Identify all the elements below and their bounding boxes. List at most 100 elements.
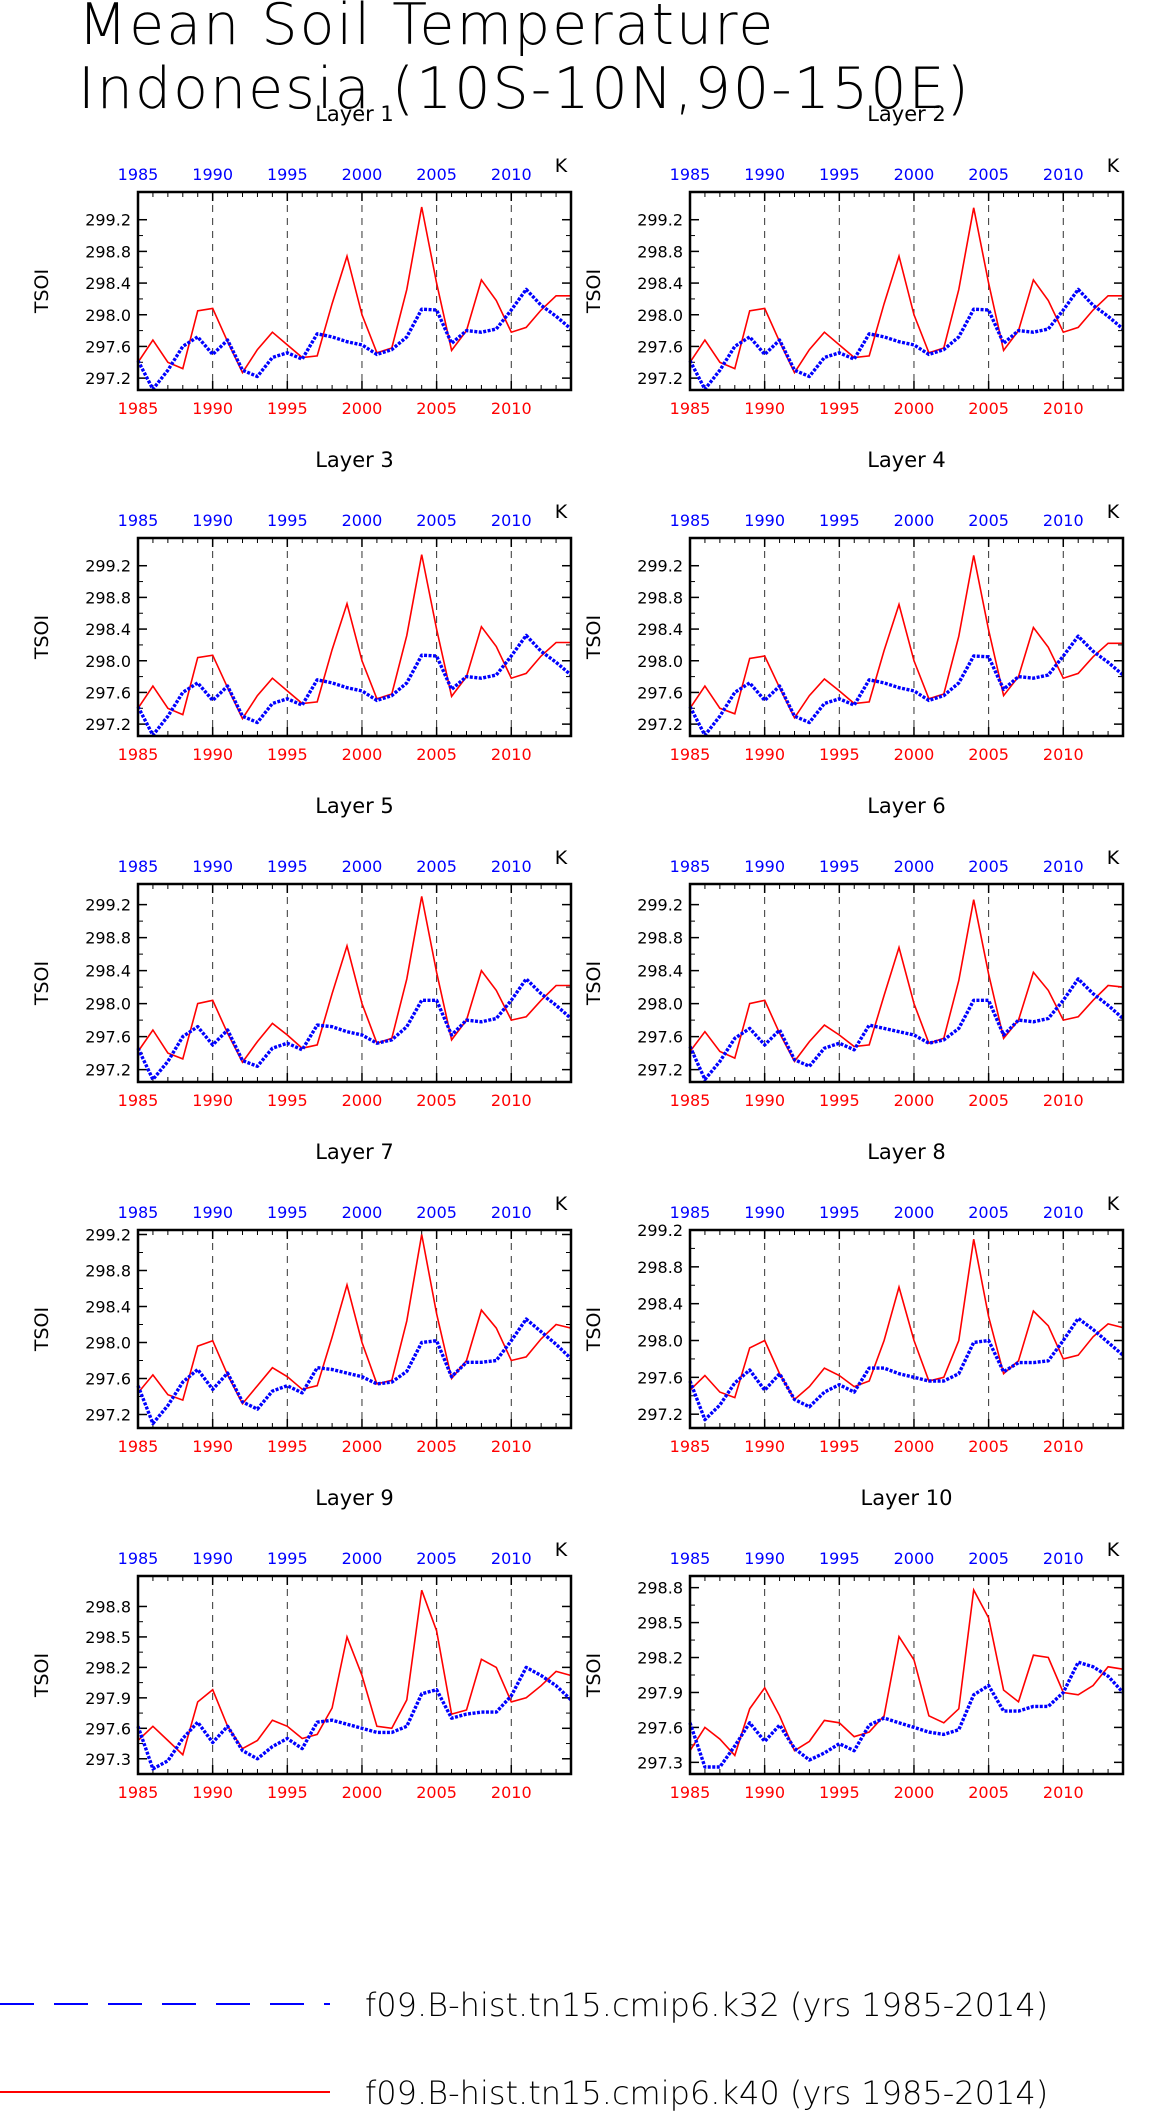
x-tick-label-top: 2000 [894,857,935,876]
y-tick-label: 299.2 [85,1226,131,1245]
x-tick-label-bottom: 2010 [491,1437,532,1456]
series-line-k40 [689,555,1123,720]
x-tick-label-top: 1985 [118,165,159,184]
y-tick-label: 297.6 [85,683,131,702]
x-tick-label-top: 2005 [968,1203,1009,1222]
y-tick-label: 298.2 [637,1649,683,1668]
x-tick-label-bottom: 2010 [1043,1437,1084,1456]
panel-title: Layer 9 [315,1486,394,1510]
x-tick-label-top: 1995 [267,511,308,530]
y-tick-label: 297.9 [85,1689,131,1708]
panel-title: Layer 6 [867,794,946,818]
x-tick-label-bottom: 2005 [968,1783,1009,1802]
series-line-k40 [689,1239,1124,1401]
y-tick-label: 298.8 [85,242,131,261]
series-line-k40 [137,554,571,721]
y-tick-label: 298.4 [85,620,131,639]
x-tick-label-bottom: 2010 [1043,399,1084,418]
plot-frame [136,190,573,392]
x-tick-label-top: 2000 [342,511,383,530]
x-tick-label-top: 1985 [118,1203,159,1222]
panel-3: Layer 3 K 297.2 297.6 298.0 298.4 298.8 299.2 19… [31,448,573,764]
panel-10: Layer 10 K 297.3 297.6 297.9 298.2 298.5 298.8 1… [583,1486,1125,1802]
y-axis-label: TSOI [583,615,605,660]
panel-6: Layer 6 K 297.2 297.6 298.0 298.4 298.8 299.2 19… [583,794,1125,1110]
y-tick-label: 299.2 [85,211,131,230]
y-tick-label: 299.2 [637,1221,683,1240]
y-tick-label: 299.2 [85,557,131,576]
x-tick-label-bottom: 2010 [1043,1783,1084,1802]
x-tick-label-top: 2000 [342,165,383,184]
series-line-k40 [137,206,571,375]
y-tick-label: 298.8 [85,929,131,948]
unit-label: K [1107,155,1120,177]
panel-title: Layer 4 [867,448,946,472]
x-tick-label-top: 1985 [118,511,159,530]
x-tick-label-bottom: 2000 [894,399,935,418]
y-axis-label: TSOI [583,1653,605,1698]
x-tick-label-bottom: 1995 [267,1091,308,1110]
x-tick-label-bottom: 1995 [819,1091,860,1110]
x-tick-label-bottom: 1985 [118,399,159,418]
x-tick-label-top: 1990 [192,1203,233,1222]
y-tick-label: 297.2 [637,1061,683,1080]
x-tick-label-bottom: 1985 [670,399,711,418]
x-tick-label-top: 1990 [192,1549,233,1568]
x-tick-label-top: 2010 [1043,1203,1084,1222]
y-axis-label: TSOI [31,1653,53,1698]
x-tick-label-top: 2000 [894,1549,935,1568]
x-tick-label-bottom: 2000 [894,1783,935,1802]
y-tick-label: 297.2 [85,715,131,734]
unit-label: K [1107,1539,1120,1561]
x-tick-label-bottom: 2000 [894,1091,935,1110]
x-tick-label-bottom: 1995 [819,1783,860,1802]
series-line-k32 [136,977,573,1082]
x-tick-label-top: 1995 [819,1203,860,1222]
x-tick-label-bottom: 1985 [670,1783,711,1802]
x-tick-label-top: 1995 [267,857,308,876]
y-tick-label: 297.3 [637,1753,683,1772]
x-tick-label-bottom: 2010 [491,1783,532,1802]
x-tick-label-bottom: 1995 [267,1783,308,1802]
x-tick-label-top: 1990 [744,1549,785,1568]
x-tick-label-bottom: 1985 [670,1091,711,1110]
x-tick-label-top: 1985 [670,1203,711,1222]
x-tick-label-bottom: 1995 [267,745,308,764]
y-tick-label: 298.0 [85,652,131,671]
x-tick-label-top: 2005 [416,511,457,530]
series-line-k40 [137,896,571,1064]
x-tick-label-top: 2010 [491,1203,532,1222]
x-tick-label-top: 2010 [491,857,532,876]
series-line-k40 [137,1589,572,1757]
x-tick-label-top: 2005 [968,511,1009,530]
y-tick-label: 298.0 [637,1332,683,1351]
x-tick-label-bottom: 1990 [192,1437,233,1456]
x-tick-label-top: 1995 [819,1549,860,1568]
y-axis-label: TSOI [31,961,53,1006]
series-line-k32 [688,287,1125,391]
x-tick-label-bottom: 2010 [491,1091,532,1110]
plot-frame [688,1574,1125,1776]
unit-label: K [555,155,568,177]
unit-label: K [555,1539,568,1561]
x-tick-label-bottom: 2000 [342,1091,383,1110]
x-tick-label-bottom: 1990 [192,399,233,418]
panel-title: Layer 10 [861,1486,953,1510]
x-tick-label-top: 2005 [416,1549,457,1568]
y-tick-label: 297.2 [85,1061,131,1080]
plot-frame [688,190,1125,392]
x-tick-label-top: 1995 [819,857,860,876]
y-tick-label: 298.5 [637,1614,683,1633]
series-line-k32 [136,1665,573,1771]
y-tick-label: 298.0 [637,652,683,671]
x-tick-label-top: 1990 [744,165,785,184]
unit-label: K [555,1193,568,1215]
series-line-k32 [136,1317,573,1426]
x-tick-label-bottom: 1990 [192,1091,233,1110]
x-tick-label-bottom: 1990 [744,399,785,418]
x-tick-label-top: 2000 [342,1549,383,1568]
x-tick-label-bottom: 1990 [744,1783,785,1802]
y-tick-label: 298.8 [85,1262,131,1281]
x-tick-label-bottom: 2010 [1043,1091,1084,1110]
unit-label: K [555,501,568,523]
